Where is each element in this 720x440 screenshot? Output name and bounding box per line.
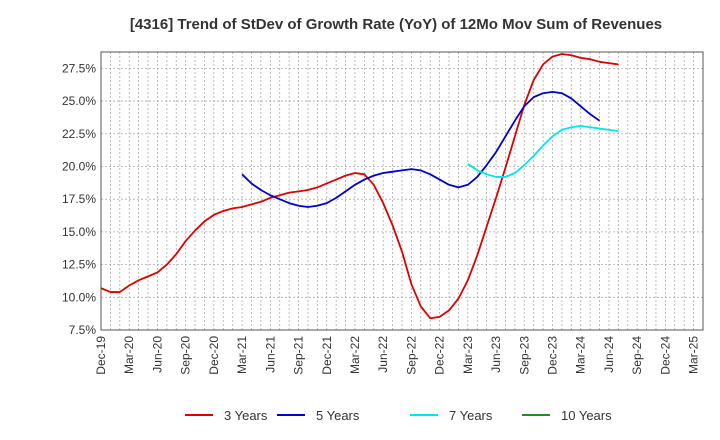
y-tick-label: 10.0% (62, 290, 96, 304)
x-tick-label: Dec-23 (546, 336, 560, 375)
x-tick-label: Mar-23 (461, 336, 475, 374)
x-tick-label: Jun-21 (263, 336, 277, 373)
x-tick-label: Sep-24 (630, 336, 644, 375)
series-line-5-years (241, 91, 601, 208)
x-tick-label: Mar-22 (348, 336, 362, 374)
x-tick-label: Dec-19 (94, 336, 108, 375)
x-tick-label: Mar-24 (574, 336, 588, 374)
plot-border (100, 51, 704, 331)
x-tick-label: Mar-21 (235, 336, 249, 374)
legend-label: 10 Years (561, 408, 612, 423)
legend: 3 Years 5 Years 7 Years 10 Years (185, 408, 612, 423)
x-tick-label: Dec-21 (320, 336, 334, 375)
y-tick-label: 12.5% (62, 258, 96, 272)
series-lines (100, 53, 619, 320)
x-tick-label: Dec-24 (658, 336, 672, 375)
chart-title: [4316] Trend of StDev of Growth Rate (Yo… (130, 16, 662, 33)
x-tick-label: Mar-25 (687, 336, 701, 374)
y-tick-label: 15.0% (62, 225, 96, 239)
plot-area (101, 52, 703, 330)
y-tick-label: 7.5% (69, 323, 97, 337)
x-tick-label: Jun-20 (150, 336, 164, 373)
legend-label: 5 Years (316, 408, 360, 423)
series-line-7-years (467, 125, 619, 178)
x-tick-label: Jun-24 (602, 336, 616, 373)
x-axis: Dec-19 Mar-20 Jun-20 Sep-20 Dec-20 Mar-21 Jun-… (94, 336, 701, 375)
x-tick-label: Sep-21 (292, 336, 306, 375)
legend-label: 7 Years (449, 408, 493, 423)
y-tick-label: 22.5% (62, 127, 96, 141)
y-tick-label: 27.5% (62, 61, 96, 75)
x-tick-label: Sep-20 (179, 336, 193, 375)
x-tick-label: Sep-23 (517, 336, 531, 375)
x-tick-label: Jun-22 (376, 336, 390, 373)
x-tick-label: Jun-23 (489, 336, 503, 373)
x-tick-label: Dec-22 (433, 336, 447, 375)
x-tick-label: Dec-20 (207, 336, 221, 375)
y-axis: 7.5% 10.0% 12.5% 15.0% 17.5% 20.0% 22.5% 25.0% 2… (62, 61, 96, 337)
y-tick-label: 17.5% (62, 192, 96, 206)
x-tick-label: Mar-20 (122, 336, 136, 374)
legend-label: 3 Years (224, 408, 268, 423)
y-tick-label: 20.0% (62, 159, 96, 173)
y-tick-label: 25.0% (62, 94, 96, 108)
series-line-3-years (100, 53, 619, 320)
x-tick-label: Sep-22 (404, 336, 418, 375)
